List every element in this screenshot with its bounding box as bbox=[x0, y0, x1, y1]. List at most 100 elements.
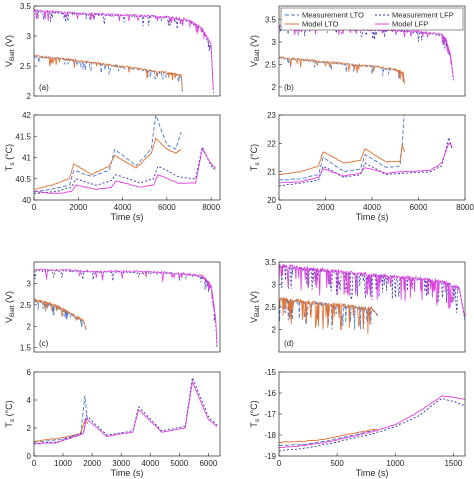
y-axis-label: VBatt (V) bbox=[4, 35, 16, 67]
legend-label-meas-lto: Measurement LTO bbox=[302, 11, 364, 20]
chart-panel-1: 2 2.5 3 3.5 VBatt (V) (a) bbox=[4, 2, 221, 101]
chart-panel-7: 2 2.5 3 3.5 VBatt (V) (d) bbox=[249, 258, 466, 353]
y-tick-label: -15 bbox=[264, 368, 276, 377]
y-tick-label: 42 bbox=[22, 111, 31, 120]
y-tick-label: 2 bbox=[27, 92, 32, 101]
series-line-meas-lto bbox=[34, 115, 182, 193]
series-line-meas-lfp bbox=[279, 135, 453, 187]
series-line-model-lto bbox=[279, 56, 405, 85]
series-line-meas-lto bbox=[279, 429, 379, 446]
y-tick-label: 3.5 bbox=[265, 16, 277, 25]
y-axis-label-main: V bbox=[249, 61, 259, 67]
y-tick-label: 3.5 bbox=[265, 258, 277, 267]
panel-tag: (a) bbox=[39, 83, 49, 92]
legend-box bbox=[280, 7, 464, 31]
x-tick-label: 6000 bbox=[199, 459, 217, 468]
y-axis-label-unit: (V) bbox=[4, 291, 14, 306]
y-tick-label: 2 bbox=[27, 424, 32, 433]
y-axis-label-main: T bbox=[249, 422, 259, 428]
y-tick-label: 2 bbox=[272, 83, 277, 92]
x-tick-label: 1000 bbox=[54, 459, 72, 468]
y-axis-label-sub: s bbox=[254, 162, 261, 166]
series-line-model-lto bbox=[34, 54, 183, 92]
x-tick-label: 500 bbox=[330, 459, 344, 468]
y-tick-label: 6 bbox=[27, 368, 32, 377]
legend-label-meas-lfp: Measurement LFP bbox=[392, 11, 454, 20]
y-axis-label: Ts (°C) bbox=[4, 400, 16, 427]
y-tick-label: 23 bbox=[267, 111, 276, 120]
series-line-meas-lto bbox=[34, 395, 89, 443]
y-tick-label: 0 bbox=[27, 452, 32, 461]
y-axis-label-main: V bbox=[4, 317, 14, 323]
y-tick-label: -19 bbox=[264, 452, 276, 461]
x-tick-label: 3000 bbox=[112, 459, 130, 468]
y-tick-label: -16 bbox=[264, 389, 276, 398]
chart-panel-6: 0 2 4 6 0 1000 2000 3000 4000 5000 6000 Time (s) Ts … bbox=[4, 368, 221, 478]
y-axis-label-sub: s bbox=[9, 418, 16, 422]
y-tick-label: 41 bbox=[22, 154, 31, 163]
x-axis-label: Time (s) bbox=[356, 212, 389, 222]
y-axis-label-unit: (°C) bbox=[249, 144, 259, 163]
plot-frame bbox=[278, 5, 466, 97]
y-tick-label: 4 bbox=[27, 396, 32, 405]
x-tick-label: 2000 bbox=[317, 203, 335, 212]
series-line-model-lto bbox=[34, 137, 182, 190]
y-axis-label-unit: (°C) bbox=[4, 144, 14, 163]
series-line-model-lto bbox=[279, 296, 379, 335]
y-axis-label-main: T bbox=[4, 422, 14, 428]
y-axis-label-sub: Batt bbox=[254, 49, 261, 61]
x-tick-label: 4000 bbox=[141, 459, 159, 468]
y-axis-label-sub: s bbox=[9, 162, 16, 166]
x-tick-label: 8000 bbox=[202, 203, 220, 212]
y-axis-label-main: T bbox=[249, 165, 259, 171]
y-tick-label: 2.5 bbox=[20, 62, 32, 71]
chart-panel-2: 40 40.5 41 41.5 42 0 2000 4000 6000 8000 Time (s) T… bbox=[4, 111, 221, 222]
x-tick-label: 0 bbox=[277, 459, 282, 468]
chart-panel-4: 20 21 22 23 0 2000 4000 6000 8000 Time (s) Ts (°C) bbox=[249, 111, 474, 222]
y-axis-label-sub: Batt bbox=[9, 305, 16, 317]
y-tick-label: 3 bbox=[272, 38, 277, 47]
y-axis-label: VBatt (V) bbox=[4, 291, 16, 323]
y-tick-label: 3 bbox=[27, 279, 32, 288]
y-tick-label: 2 bbox=[272, 326, 277, 335]
x-axis-label: Time (s) bbox=[111, 212, 144, 222]
panel-tag: (c) bbox=[39, 339, 49, 348]
y-axis-label: Ts (°C) bbox=[4, 144, 16, 171]
series-line-model-lto bbox=[34, 298, 87, 330]
x-tick-label: 0 bbox=[32, 203, 37, 212]
x-tick-label: 5000 bbox=[170, 459, 188, 468]
y-axis-label-unit: (V) bbox=[4, 35, 14, 50]
series-line-model-lfp bbox=[279, 263, 465, 319]
x-tick-label: 1500 bbox=[444, 459, 462, 468]
y-tick-label: 22 bbox=[267, 139, 276, 148]
series-line-model-lto bbox=[279, 428, 378, 444]
series-line-model-lfp bbox=[34, 268, 218, 346]
x-tick-label: 6000 bbox=[410, 203, 428, 212]
legend-label-model-lfp: Model LFP bbox=[392, 20, 428, 29]
y-axis-label-sub: Batt bbox=[254, 305, 261, 317]
y-tick-label: -18 bbox=[264, 431, 276, 440]
series-line-model-lto bbox=[279, 144, 406, 175]
series-line-meas-lfp bbox=[34, 376, 218, 444]
panel-tag: (b) bbox=[284, 83, 294, 92]
series-line-meas-lfp bbox=[34, 145, 216, 194]
plot-frame bbox=[33, 261, 221, 353]
x-tick-label: 6000 bbox=[158, 203, 176, 212]
y-axis-label-sub: s bbox=[254, 418, 261, 422]
x-tick-label: 1000 bbox=[386, 459, 404, 468]
y-tick-label: 3 bbox=[27, 32, 32, 41]
y-tick-label: 41.5 bbox=[15, 132, 31, 141]
y-tick-label: 20 bbox=[267, 196, 276, 205]
y-axis-label-unit: (°C) bbox=[249, 400, 259, 419]
y-axis-label-main: V bbox=[249, 317, 259, 323]
y-tick-label: -17 bbox=[264, 410, 276, 419]
y-tick-label: 3.5 bbox=[20, 2, 32, 11]
series-line-model-lfp bbox=[279, 142, 453, 184]
chart-panel-8: -19 -18 -17 -16 -15 0 500 1000 1500 Time (s) Ts (°… bbox=[249, 368, 466, 478]
series-line-model-lfp bbox=[279, 395, 465, 449]
y-tick-label: 40.5 bbox=[15, 175, 31, 184]
series-line-model-lfp bbox=[34, 8, 214, 91]
x-tick-label: 0 bbox=[277, 203, 282, 212]
y-axis-label: VBatt (V) bbox=[249, 291, 261, 323]
